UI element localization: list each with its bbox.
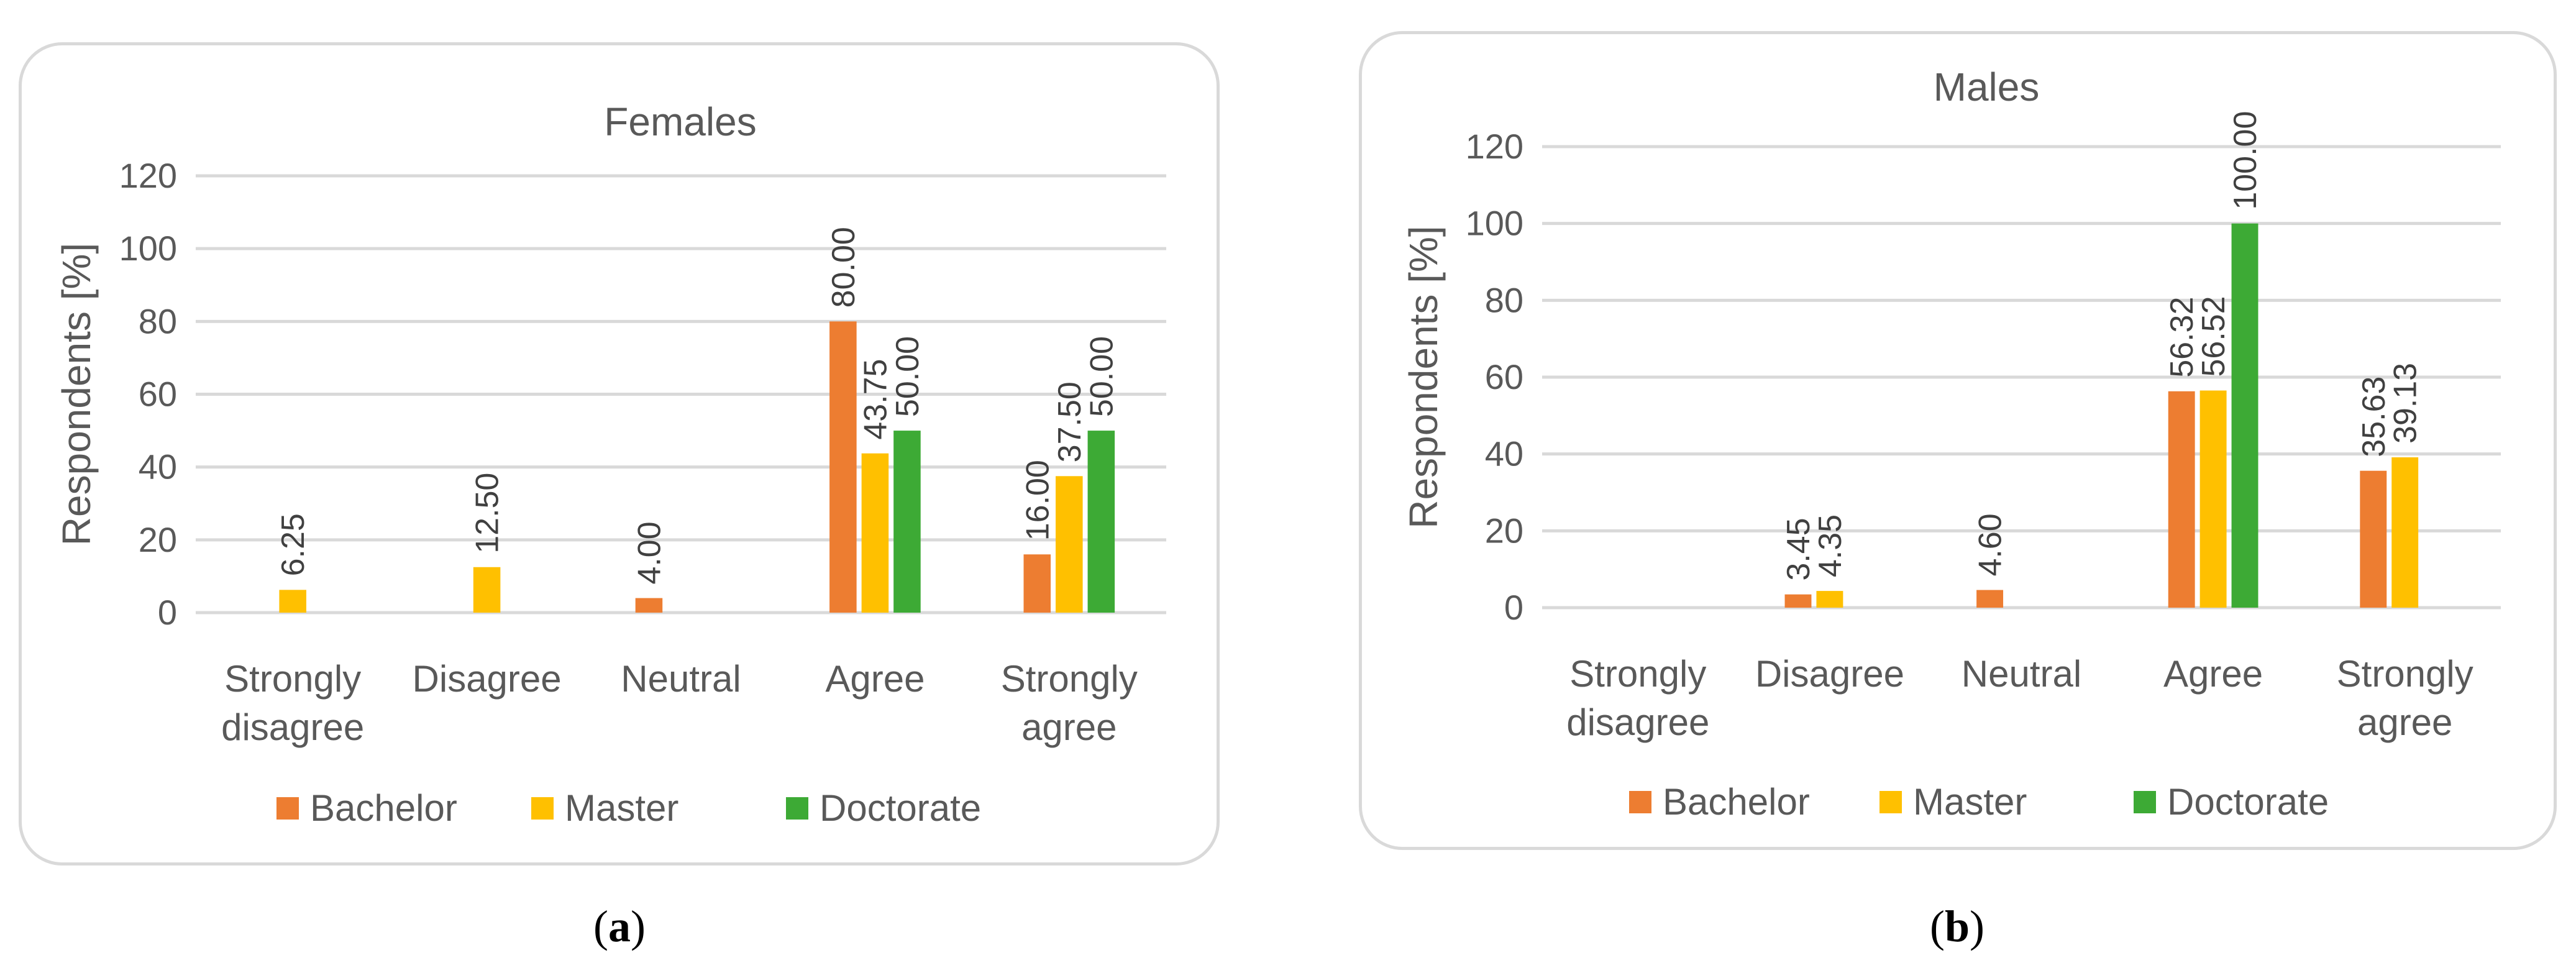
bar-bachelor: [829, 321, 857, 613]
bar-master: [279, 590, 306, 613]
legend-label-bachelor: Bachelor: [310, 787, 457, 829]
chart-title: Males: [1934, 65, 2040, 109]
legend-swatch-bachelor: [1629, 791, 1651, 813]
bar-master: [2199, 390, 2227, 608]
legend-swatch-master: [531, 797, 554, 820]
y-tick-label: 80: [1485, 280, 1523, 319]
data-label: 4.00: [631, 521, 667, 584]
y-tick-label: 60: [1485, 357, 1523, 396]
y-tick-label: 100: [1466, 204, 1523, 243]
y-tick-label: 80: [139, 301, 177, 340]
data-label: 35.63: [2356, 377, 2392, 457]
y-tick-label: 100: [119, 229, 177, 268]
caption-b: (b): [1929, 902, 1985, 951]
bar-bachelor: [1976, 590, 2004, 608]
y-tick-label: 40: [1485, 434, 1523, 473]
bar-master: [473, 567, 501, 613]
data-label: 37.50: [1052, 381, 1088, 462]
caption-a: (a): [593, 902, 646, 951]
x-category-label: disagree: [221, 706, 364, 748]
x-category-label: Strongly: [224, 658, 361, 700]
y-tick-label: 120: [119, 156, 177, 195]
data-label: 4.60: [1973, 513, 2009, 576]
y-axis-label: Respondents [%]: [54, 243, 99, 546]
x-category-label: Strongly: [1569, 653, 1706, 695]
x-category-label: Neutral: [1962, 653, 2081, 695]
caption-a-letter: a: [608, 902, 631, 951]
x-category-label: Disagree: [1755, 653, 1904, 695]
legend-label-doctorate: Doctorate: [2167, 781, 2329, 823]
legend-swatch-master: [1879, 791, 1902, 813]
legend-label-master: Master: [565, 787, 678, 829]
data-label: 16.00: [1020, 460, 1056, 541]
bar-master: [1056, 476, 1083, 613]
x-category-label: disagree: [1566, 701, 1709, 743]
chart-females: Females Respondents [%] 0 20 40 60 80 100 120 4.0…: [54, 99, 1166, 829]
y-tick-label: 0: [1504, 588, 1523, 627]
bar-bachelor: [1023, 554, 1051, 613]
y-tick-label: 0: [158, 593, 177, 632]
chart-panel-males: Males Respondents [%] 0 20 40 60 80 100 120 3.45 4…: [1359, 31, 2557, 850]
x-category-label: agree: [2357, 701, 2452, 743]
y-tick-label: 60: [139, 375, 177, 414]
x-category-label: Neutral: [621, 658, 741, 700]
bar-bachelor: [2360, 470, 2387, 608]
x-category-label: Strongly: [1001, 658, 1138, 700]
x-category-label: agree: [1021, 706, 1117, 748]
legend-swatch-doctorate: [2134, 791, 2156, 813]
legend-swatch-bachelor: [276, 797, 299, 820]
x-category-label: Agree: [2163, 653, 2263, 695]
y-tick-label: 120: [1466, 127, 1523, 166]
chart-panel-females: Females Respondents [%] 0 20 40 60 80 100 120 4.0…: [19, 42, 1220, 866]
data-label: 50.00: [1084, 336, 1120, 417]
legend-swatch-doctorate: [786, 797, 808, 820]
bar-master: [1816, 591, 1843, 608]
legend-label-master: Master: [1913, 781, 2027, 823]
legend-label-bachelor: Bachelor: [1663, 781, 1810, 823]
data-label: 56.52: [2196, 296, 2232, 377]
data-label: 100.00: [2227, 111, 2263, 210]
x-category-label: Agree: [825, 658, 925, 700]
bar-doctorate: [893, 431, 921, 613]
data-label: 80.00: [826, 227, 862, 308]
y-axis-label: Respondents [%]: [1401, 226, 1446, 528]
y-tick-label: 20: [139, 520, 177, 559]
bar-doctorate: [2231, 223, 2259, 608]
data-label: 12.50: [470, 473, 506, 554]
bar-bachelor: [2168, 391, 2195, 608]
bar-doctorate: [1087, 431, 1115, 613]
x-category-label: Strongly: [2337, 653, 2473, 695]
bar-master: [2391, 457, 2419, 608]
data-label: 3.45: [1781, 518, 1817, 580]
data-label: 43.75: [857, 359, 893, 440]
chart-title: Females: [604, 99, 756, 144]
caption-b-letter: b: [1944, 902, 1970, 951]
x-category-label: Disagree: [413, 658, 562, 700]
legend-label-doctorate: Doctorate: [820, 787, 981, 829]
data-label: 50.00: [890, 336, 926, 417]
data-label: 56.32: [2164, 297, 2200, 378]
bar-bachelor: [1784, 594, 1812, 608]
y-tick-label: 40: [139, 447, 177, 486]
y-tick-label: 20: [1485, 511, 1523, 550]
bar-master: [861, 453, 889, 613]
bar-bachelor: [635, 598, 663, 613]
data-label: 6.25: [275, 513, 311, 576]
data-label: 39.13: [2388, 363, 2424, 444]
data-label: 4.35: [1812, 514, 1848, 577]
